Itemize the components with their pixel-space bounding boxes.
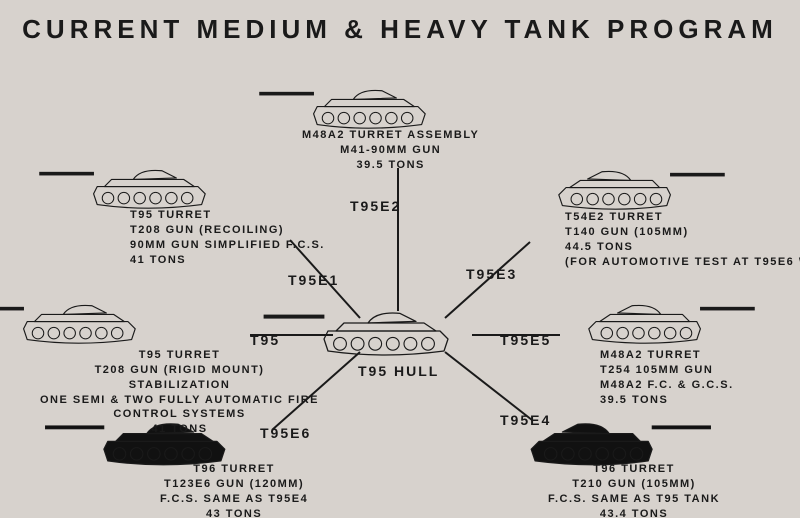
spec-t95e4: T96 TURRETT210 GUN (105MM)F.C.S. SAME AS… — [548, 462, 720, 518]
spec-t95e6: T96 TURRETT123E6 GUN (120MM)F.C.S. SAME … — [160, 462, 308, 518]
spec-t95e5: M48A2 TURRETT254 105MM GUNM48A2 F.C. & G… — [600, 348, 734, 407]
spoke-label-t95e1: T95E1 — [288, 272, 339, 288]
spec-t95e3: T54E2 TURRETT140 GUN (105MM)44.5 TONS(FO… — [565, 210, 800, 269]
spec-t95: T95 TURRETT208 GUN (RIGID MOUNT)STABILIZ… — [40, 348, 319, 437]
spoke-label-t95e2: T95E2 — [350, 198, 401, 214]
tank-t95e3 — [559, 171, 725, 209]
spoke-label-t95e3: T95E3 — [466, 266, 517, 282]
tank-t95e4 — [531, 424, 710, 465]
tank-t95e1 — [40, 170, 206, 208]
tank-t95 — [0, 305, 135, 343]
spoke-label-t95e5: T95E5 — [500, 332, 551, 348]
spec-t95e1: T95 TURRETT208 GUN (RECOILING)90MM GUN S… — [130, 208, 325, 267]
tank-t95e5 — [589, 305, 755, 343]
spoke-label-t95e4: T95E4 — [500, 412, 551, 428]
spoke-label-t95e6: T95E6 — [260, 425, 311, 441]
tank-t95e2 — [260, 90, 426, 128]
spec-t95e2: M48A2 TURRET ASSEMBLYM41-90MM GUN39.5 TO… — [302, 128, 479, 173]
spoke-label-t95: T95 — [250, 332, 280, 348]
